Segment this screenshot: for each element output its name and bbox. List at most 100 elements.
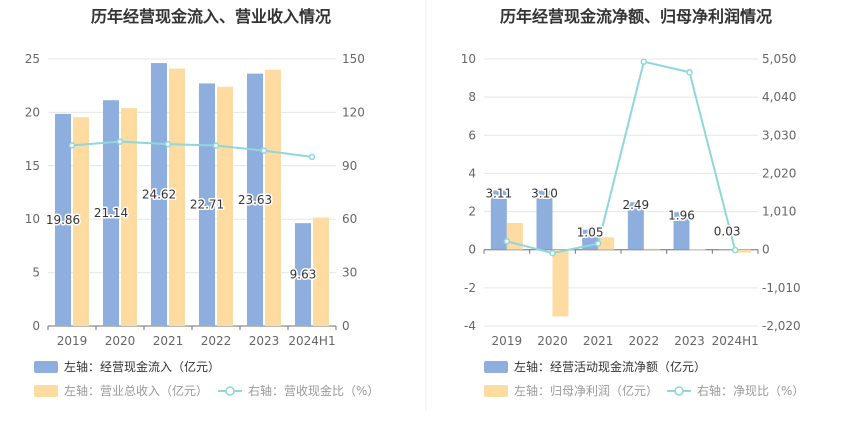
right-axis-tick: 1,010 <box>762 205 796 219</box>
bar-s1-3 <box>643 248 660 250</box>
data-label: 2.49 <box>622 198 649 212</box>
x-axis-label: 2019 <box>57 334 88 348</box>
line-point-2 <box>594 240 602 247</box>
bar-s1-4 <box>689 249 706 251</box>
legend-swatch-bar <box>34 385 58 397</box>
legend-swatch-bar <box>34 361 58 373</box>
right-axis-tick: 60 <box>342 212 357 226</box>
bar-s1-2 <box>169 68 185 326</box>
left-axis-tick: 10 <box>461 52 476 66</box>
x-axis-label: 2020 <box>537 334 568 348</box>
data-label: 3.10 <box>531 187 558 201</box>
legend-swatch-marker <box>674 386 684 396</box>
right-axis-tick: -1,010 <box>762 281 801 295</box>
bar-s1-5 <box>735 249 752 253</box>
left-axis-tick: 5 <box>32 266 40 280</box>
x-axis-label: 2022 <box>629 334 660 348</box>
left-axis-tick: 2 <box>468 205 476 219</box>
x-axis-label: 2023 <box>249 334 280 348</box>
x-axis-label: 2024H1 <box>288 334 335 348</box>
line-point-3 <box>212 142 220 149</box>
line-point-5 <box>308 153 316 161</box>
data-label: 21.14 <box>94 206 128 220</box>
legend-swatch-marker <box>225 386 235 396</box>
left-axis-tick: 10 <box>25 212 40 226</box>
x-axis-label: 2024H1 <box>712 334 759 348</box>
bar-s0-1 <box>103 100 119 327</box>
left-axis-tick: 25 <box>25 52 40 66</box>
line-point-1 <box>116 138 124 145</box>
line-point-1 <box>549 249 556 257</box>
legend-label: 右轴：净现比（%） <box>697 383 804 398</box>
line-point-5 <box>731 246 739 254</box>
line-point-4 <box>260 147 268 154</box>
chart-title: 历年经营现金流入、营业收入情况 <box>91 7 331 26</box>
left-axis-tick: 15 <box>25 159 40 173</box>
right-axis-tick: 4,040 <box>762 90 796 104</box>
line-point-0 <box>68 142 76 149</box>
data-label: 24.62 <box>142 188 176 202</box>
data-label: 22.71 <box>190 198 224 212</box>
bar-s0-3 <box>627 202 644 250</box>
x-axis-label: 2023 <box>674 334 705 348</box>
bar-s1-2 <box>598 237 615 250</box>
left-axis-tick: -4 <box>464 319 476 333</box>
bar-s0-4 <box>247 73 263 327</box>
line-point-4 <box>686 68 693 76</box>
bar-s1-1 <box>552 249 569 317</box>
bar-s0-4 <box>673 212 690 250</box>
chart-left: 历年经营现金流入、营业收入情况 0 5 10 15 20 25 0 30 60 90 120 150 20… <box>25 7 380 398</box>
x-axis-label: 2020 <box>105 334 136 348</box>
left-axis-tick: 20 <box>25 105 40 119</box>
right-axis-tick: 0 <box>342 319 350 333</box>
data-label: 0.03 <box>714 225 741 239</box>
bar-s0-5 <box>295 223 311 326</box>
data-label: 3.11 <box>485 186 512 200</box>
bar-s0-3 <box>199 83 215 326</box>
right-axis-tick: 150 <box>342 52 365 66</box>
bar-s1-4 <box>265 69 281 327</box>
data-label: 1.05 <box>577 226 604 240</box>
x-axis-label: 2021 <box>153 334 184 348</box>
left-axis-tick: 6 <box>468 128 476 142</box>
bar-s1-0 <box>73 117 89 327</box>
line-series <box>71 140 313 158</box>
bar-s1-5 <box>313 217 329 326</box>
bar-s0-2 <box>151 63 167 326</box>
legend-swatch-bar <box>484 361 508 373</box>
right-axis-tick: 0 <box>762 243 770 257</box>
right-axis-tick: 2,020 <box>762 166 796 180</box>
right-axis-tick: 3,030 <box>762 128 796 142</box>
left-axis-tick: 0 <box>32 319 40 333</box>
left-axis-tick: 0 <box>468 243 476 257</box>
line-point-0 <box>503 238 511 245</box>
chart-title: 历年经营现金流净额、归母净利润情况 <box>500 7 772 26</box>
left-axis-tick: -2 <box>464 281 476 295</box>
right-axis-tick: 90 <box>342 159 357 173</box>
data-label: 9.63 <box>290 268 317 282</box>
bar-s0-5 <box>719 249 736 250</box>
data-label: 1.96 <box>668 208 695 222</box>
right-axis-tick: -2,020 <box>762 319 801 333</box>
legend-label: 左轴：归母净利润（亿元） <box>514 383 658 398</box>
left-axis-tick: 4 <box>468 166 476 180</box>
legend-swatch-bar <box>484 385 508 397</box>
bar-s0-0 <box>490 190 507 250</box>
left-axis-tick: 8 <box>468 90 476 104</box>
chart-right: 历年经营现金流净额、归母净利润情况 -4 -2 0 2 4 6 8 10 -2,020 -1,010… <box>461 7 805 398</box>
right-axis-tick: 120 <box>342 105 365 119</box>
legend-label: 左轴：营业总收入（亿元） <box>64 383 208 398</box>
right-axis-tick: 30 <box>342 266 357 280</box>
data-label: 23.63 <box>238 193 272 207</box>
x-axis-label: 2021 <box>583 334 614 348</box>
data-label: 19.86 <box>46 213 80 227</box>
x-axis-label: 2019 <box>492 334 523 348</box>
bar-s0-1 <box>536 190 553 250</box>
x-axis-label: 2022 <box>201 334 232 348</box>
legend-label: 右轴：营收现金比（%） <box>248 383 379 398</box>
bar-s0-0 <box>55 113 71 326</box>
line-series <box>506 60 737 255</box>
right-axis-tick: 5,050 <box>762 52 796 66</box>
